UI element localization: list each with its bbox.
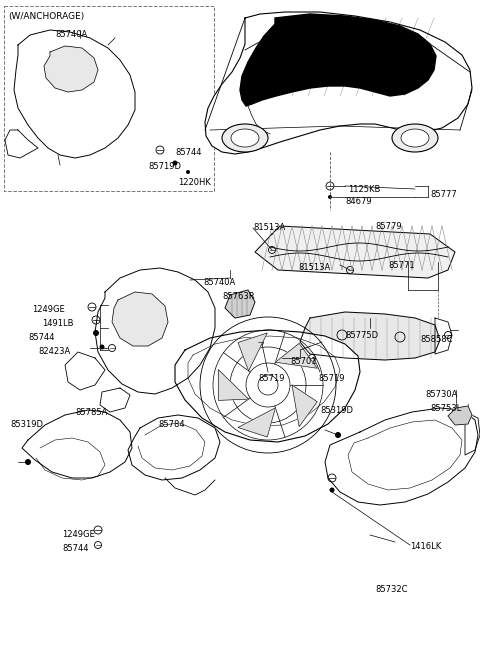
Polygon shape xyxy=(300,312,440,360)
Text: 81513A: 81513A xyxy=(253,223,285,232)
Circle shape xyxy=(335,432,341,438)
Text: 85775D: 85775D xyxy=(345,331,378,340)
Text: 85719: 85719 xyxy=(258,374,285,383)
Ellipse shape xyxy=(392,124,438,152)
Ellipse shape xyxy=(222,124,268,152)
Circle shape xyxy=(186,170,190,174)
Text: 85785A: 85785A xyxy=(75,408,108,417)
Circle shape xyxy=(328,195,332,199)
Text: 84679: 84679 xyxy=(345,197,372,206)
Polygon shape xyxy=(128,415,220,480)
Polygon shape xyxy=(292,385,317,426)
Text: 85744: 85744 xyxy=(62,544,88,553)
Polygon shape xyxy=(238,408,276,437)
Text: (W/ANCHORAGE): (W/ANCHORAGE) xyxy=(8,12,84,21)
Ellipse shape xyxy=(231,129,259,147)
Polygon shape xyxy=(44,46,98,92)
Text: 85858C: 85858C xyxy=(420,335,453,344)
Text: 85784: 85784 xyxy=(158,420,185,429)
Text: 85777: 85777 xyxy=(430,190,457,199)
Text: 85771: 85771 xyxy=(388,261,415,270)
Polygon shape xyxy=(22,410,132,478)
Polygon shape xyxy=(276,344,317,368)
Text: 85740A: 85740A xyxy=(203,278,235,287)
Text: 1249GE: 1249GE xyxy=(32,305,65,314)
Text: 1491LB: 1491LB xyxy=(42,319,73,328)
Circle shape xyxy=(99,344,105,350)
Polygon shape xyxy=(14,30,135,158)
Circle shape xyxy=(329,487,335,493)
Polygon shape xyxy=(175,330,360,442)
Text: 85779: 85779 xyxy=(375,222,402,231)
Text: 85744: 85744 xyxy=(28,333,55,342)
Text: 1220HK: 1220HK xyxy=(178,178,211,187)
Text: 85730A: 85730A xyxy=(425,390,457,399)
Text: 85319D: 85319D xyxy=(10,420,43,429)
Polygon shape xyxy=(95,268,215,394)
Bar xyxy=(4,6,214,191)
Text: 85319D: 85319D xyxy=(320,406,353,415)
Polygon shape xyxy=(112,292,168,346)
Polygon shape xyxy=(448,406,472,425)
Polygon shape xyxy=(238,333,267,371)
Circle shape xyxy=(172,160,178,166)
Polygon shape xyxy=(225,290,255,318)
Circle shape xyxy=(93,330,99,336)
Polygon shape xyxy=(218,370,249,400)
Polygon shape xyxy=(325,408,478,505)
Polygon shape xyxy=(240,14,436,106)
Text: 85701: 85701 xyxy=(290,357,316,366)
Text: 1125KB: 1125KB xyxy=(348,185,380,194)
Text: 82423A: 82423A xyxy=(38,347,70,356)
Text: 1416LK: 1416LK xyxy=(410,542,441,551)
Text: 85763R: 85763R xyxy=(222,292,254,301)
Text: 81513A: 81513A xyxy=(298,263,330,272)
Text: 85753L: 85753L xyxy=(430,404,461,413)
Circle shape xyxy=(25,459,31,465)
Text: 85740A: 85740A xyxy=(55,30,87,39)
Text: 85719D: 85719D xyxy=(148,162,181,171)
Polygon shape xyxy=(255,226,455,278)
Text: 85744: 85744 xyxy=(175,148,202,157)
Text: 1249GE: 1249GE xyxy=(62,530,95,539)
Polygon shape xyxy=(205,12,472,154)
Text: 85719: 85719 xyxy=(318,374,345,383)
Text: 85732C: 85732C xyxy=(375,585,408,594)
Ellipse shape xyxy=(401,129,429,147)
